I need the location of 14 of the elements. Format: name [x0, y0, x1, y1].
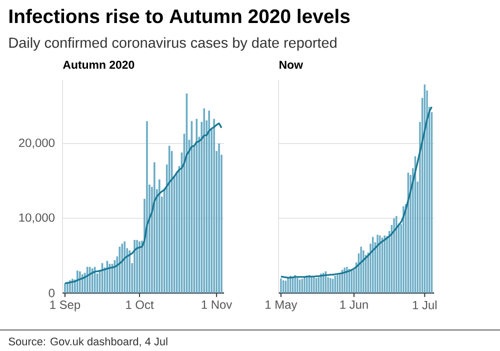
- source-note: Source: Gov.uk dashboard, 4 Jul: [8, 337, 168, 347]
- x-tick-label: 1 Nov: [202, 300, 232, 309]
- x-tick-label: 1 Sep: [50, 300, 80, 312]
- text: Infections rise to Autumn 2020 levels: [10, 8, 350, 24]
- chart-title: Now: [280, 60, 304, 69]
- x-tick-label: 1 Jul: [412, 300, 436, 310]
- x-tick-label: 1 Oct: [126, 300, 154, 309]
- y-tick-label: 20,000: [19, 138, 55, 148]
- chart-title: Autumn 2020: [62, 60, 134, 69]
- x-tick-label: 1 May: [266, 300, 298, 312]
- y-tick-label: 10,000: [19, 213, 55, 224]
- y-tick-label: 0: [48, 288, 55, 298]
- x-tick-label: 1 Jun: [340, 300, 368, 309]
- text: Daily confirmed coronavirus cases by date reported: [9, 37, 336, 51]
